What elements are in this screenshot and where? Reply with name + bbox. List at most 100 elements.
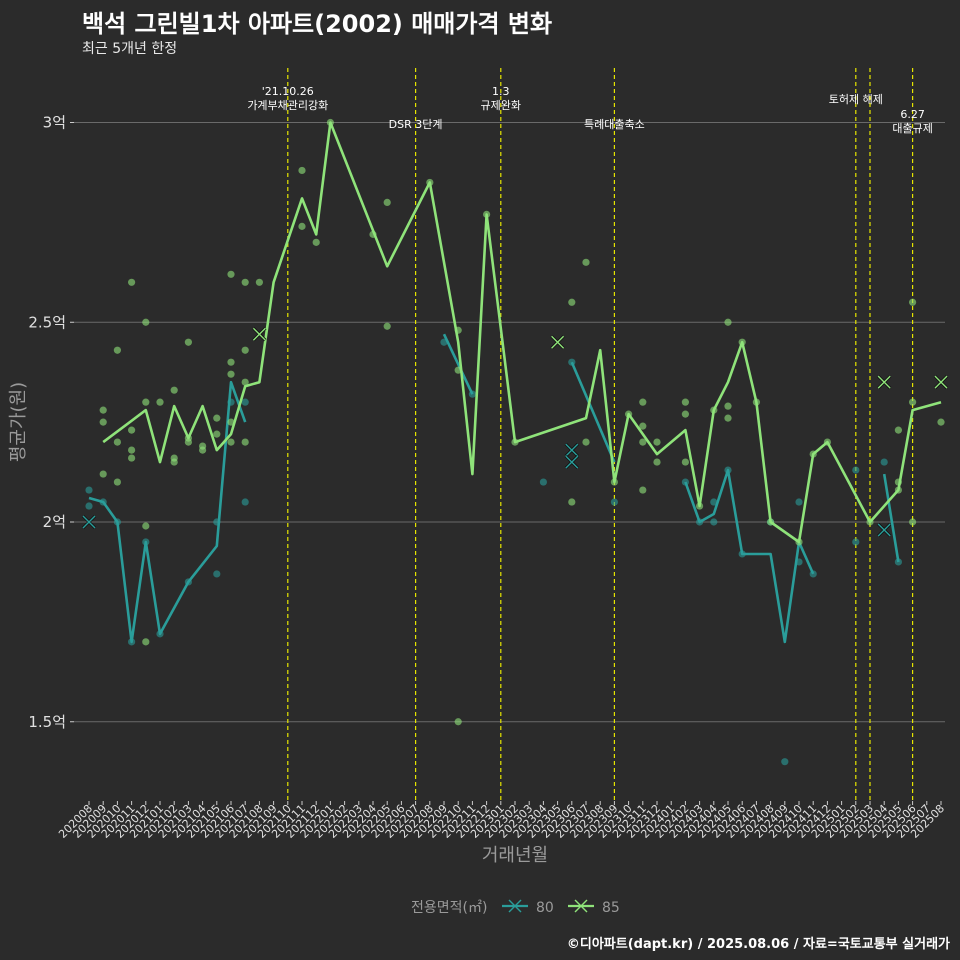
data-point xyxy=(653,438,661,446)
data-point xyxy=(156,398,164,406)
data-point xyxy=(852,538,860,546)
data-point xyxy=(255,278,263,286)
data-point xyxy=(852,466,860,474)
data-point xyxy=(142,398,150,406)
series xyxy=(81,118,949,766)
data-point xyxy=(383,198,391,206)
cross-marker xyxy=(877,523,891,537)
data-point xyxy=(241,438,249,446)
data-point xyxy=(724,318,732,326)
data-point xyxy=(99,470,107,478)
data-point xyxy=(639,422,647,430)
y-tick-label: 3억 xyxy=(43,114,66,132)
legend-key-85: 85 xyxy=(568,899,620,916)
data-point xyxy=(85,486,93,494)
grid xyxy=(74,122,945,723)
source-caption: ©디아파트(dapt.kr) / 2025.08.06 / 자료=국토교통부 실… xyxy=(566,937,950,952)
data-point xyxy=(142,638,150,646)
data-point xyxy=(539,478,548,486)
y-tick-label: 2.5억 xyxy=(28,313,66,331)
chart-title: 백석 그린빌1차 아파트(2002) 매매가격 변화 xyxy=(82,10,553,38)
data-point xyxy=(454,718,462,726)
cross-marker xyxy=(252,327,266,341)
data-point xyxy=(113,478,121,486)
data-point xyxy=(710,518,718,526)
data-point xyxy=(639,486,647,494)
legend-label: 80 xyxy=(536,900,554,916)
data-point xyxy=(568,298,576,306)
policy-label: '21.10.26 xyxy=(262,85,314,98)
series-80 xyxy=(81,333,903,766)
data-point xyxy=(610,498,619,506)
policy-label: 특례대출축소 xyxy=(584,118,645,131)
data-point xyxy=(170,458,178,466)
data-point xyxy=(241,346,249,354)
data-point xyxy=(909,398,917,406)
data-point xyxy=(227,270,235,278)
chart-subtitle: 최근 5개년 한정 xyxy=(82,41,178,57)
data-point xyxy=(298,222,306,230)
data-point xyxy=(724,414,732,422)
data-point xyxy=(241,398,249,406)
series-line xyxy=(882,473,900,563)
policy-label: 가계부채관리강화 xyxy=(247,99,328,112)
y-axis-title: 평균가(원) xyxy=(8,382,29,462)
data-point xyxy=(909,298,917,306)
data-point xyxy=(312,238,320,246)
data-point xyxy=(227,358,235,366)
x-axis-title: 거래년월 xyxy=(482,845,548,866)
data-point xyxy=(142,318,150,326)
legend-title: 전용면적(㎡) xyxy=(411,900,487,916)
policy-label: 규제완화 xyxy=(481,99,521,112)
data-point xyxy=(937,418,945,426)
cross-marker xyxy=(934,375,948,389)
data-point xyxy=(894,426,903,434)
data-point xyxy=(298,166,306,175)
policy-label: 6.27 xyxy=(900,108,925,121)
legend-cross xyxy=(508,899,522,913)
data-point xyxy=(199,446,207,454)
data-point xyxy=(241,498,249,506)
data-point xyxy=(880,458,888,466)
data-point xyxy=(582,258,590,266)
y-axis-ticks: 1.5억 2억 2.5억 3억 xyxy=(28,114,74,731)
data-point xyxy=(241,378,249,386)
data-point xyxy=(184,438,192,446)
data-point xyxy=(241,278,249,286)
data-point xyxy=(653,458,661,466)
data-point xyxy=(724,402,732,410)
data-point xyxy=(681,458,690,466)
data-point xyxy=(795,498,803,506)
cross-marker xyxy=(877,375,891,389)
data-point xyxy=(639,438,647,446)
series-line xyxy=(684,468,815,644)
data-point xyxy=(781,758,789,766)
data-point xyxy=(128,454,136,462)
x-axis-ticks: 2020082020092020102020112020122021012021… xyxy=(56,801,947,841)
series-line xyxy=(102,121,942,544)
data-point xyxy=(568,498,576,506)
data-point xyxy=(213,570,221,578)
data-point xyxy=(184,338,192,346)
policy-label: 1.3 xyxy=(492,85,510,98)
data-point xyxy=(142,522,150,530)
series-line xyxy=(442,333,474,395)
policy-label: 토허제 해제 xyxy=(829,92,883,106)
policy-label: 대출규제 xyxy=(892,122,932,135)
data-point xyxy=(85,502,93,510)
legend-cross xyxy=(574,899,588,913)
data-point xyxy=(227,438,235,446)
cross-marker xyxy=(565,443,579,457)
y-tick-label: 1.5억 xyxy=(28,713,66,731)
data-point xyxy=(213,430,221,438)
data-point xyxy=(128,426,136,434)
policy-label: DSR 3단계 xyxy=(389,118,443,131)
data-point xyxy=(213,414,221,422)
series-85 xyxy=(99,118,949,726)
data-point xyxy=(170,386,178,394)
data-point xyxy=(128,278,136,286)
data-point xyxy=(99,418,107,426)
data-point xyxy=(710,498,718,506)
